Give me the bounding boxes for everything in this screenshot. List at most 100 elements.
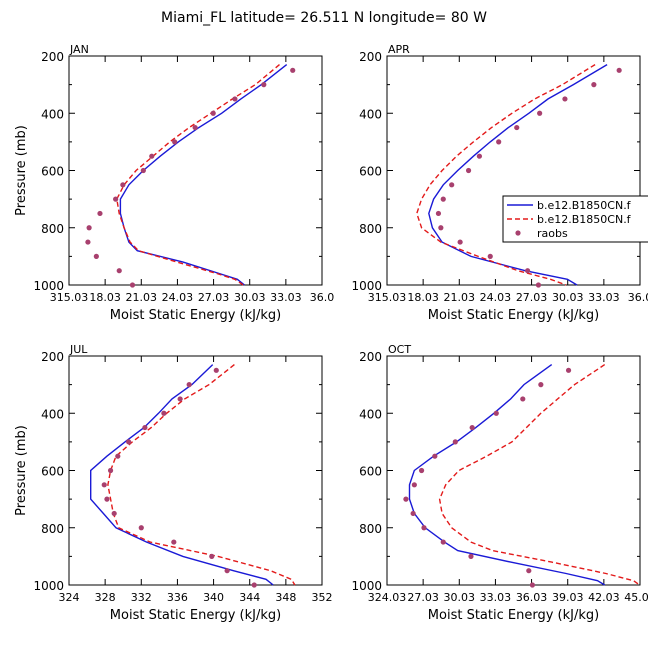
raobs-marker xyxy=(535,282,542,288)
raobs-marker xyxy=(562,96,568,102)
x-tick-label: 42.03 xyxy=(588,591,620,604)
raobs-marker xyxy=(261,82,267,88)
x-tick-label: 30.03 xyxy=(552,291,584,304)
x-tick-label: 27.03 xyxy=(198,291,230,304)
raobs-marker xyxy=(514,124,520,131)
panel-label: APR xyxy=(388,43,410,56)
raobs-marker xyxy=(177,396,183,402)
y-tick-label: 400 xyxy=(41,107,64,121)
raobs-marker xyxy=(140,167,146,174)
y-tick-label: 400 xyxy=(359,107,382,121)
y-tick-label: 600 xyxy=(41,165,64,179)
y-tick-label: 1000 xyxy=(33,579,64,593)
y-tick-label: 800 xyxy=(359,522,382,536)
raobs-marker xyxy=(440,196,446,202)
x-tick-label: 30.03 xyxy=(444,591,476,604)
raobs-marker xyxy=(172,139,178,145)
raobs-marker xyxy=(520,396,526,402)
raobs-marker xyxy=(496,139,502,145)
raobs-marker xyxy=(210,110,216,116)
x-tick-label: 352 xyxy=(312,591,333,604)
x-tick-label: 315.03 xyxy=(368,291,407,304)
x-tick-label: 30.03 xyxy=(234,291,266,304)
plot-frame xyxy=(386,55,641,286)
x-axis-title: Moist Static Energy (kJ/kg) xyxy=(110,608,281,623)
model-dashed-line xyxy=(438,364,641,586)
x-tick-label: 315.03 xyxy=(50,291,89,304)
model-solid-line xyxy=(428,63,608,286)
raobs-marker xyxy=(192,124,198,131)
raobs-marker xyxy=(251,582,257,588)
x-tick-label: 18.03 xyxy=(89,291,121,304)
legend-entry: raobs xyxy=(537,227,568,240)
raobs-marker xyxy=(224,568,230,574)
raobs-marker xyxy=(97,210,103,217)
raobs-marker xyxy=(290,67,296,73)
figure-title: Miami_FL latitude= 26.511 N longitude= 8… xyxy=(161,10,487,26)
raobs-marker xyxy=(213,367,219,373)
raobs-marker xyxy=(120,182,126,188)
legend-entry: b.e12.B1850CN.f xyxy=(537,213,632,226)
raobs-marker xyxy=(538,382,544,388)
x-tick-label: 24.03 xyxy=(480,291,512,304)
raobs-marker xyxy=(410,510,416,517)
y-tick-label: 400 xyxy=(41,407,64,421)
plot-frame xyxy=(386,355,641,586)
raobs-marker xyxy=(113,196,119,202)
x-tick-label: 21.03 xyxy=(126,291,158,304)
x-tick-label: 33.03 xyxy=(270,291,302,304)
raobs-marker xyxy=(115,453,121,459)
raobs-marker xyxy=(186,382,192,388)
y-tick-label: 200 xyxy=(41,50,64,64)
legend-entry: b.e12.B1850CN.f xyxy=(537,199,632,212)
x-tick-label: 27.03 xyxy=(516,291,548,304)
legend-marker xyxy=(515,230,521,236)
x-tick-label: 336 xyxy=(167,591,188,604)
x-tick-label: 18.03 xyxy=(407,291,439,304)
panel-label: OCT xyxy=(388,343,411,356)
x-tick-label: 340 xyxy=(203,591,224,604)
raobs-marker xyxy=(449,182,455,188)
y-tick-label: 1000 xyxy=(351,279,382,293)
x-tick-label: 45.03 xyxy=(624,591,648,604)
raobs-marker xyxy=(457,239,463,245)
raobs-marker xyxy=(452,439,458,445)
x-tick-label: 324.03 xyxy=(368,591,407,604)
y-axis-title: Pressure (mb) xyxy=(14,125,29,216)
raobs-marker xyxy=(142,424,148,431)
raobs-marker xyxy=(86,225,92,231)
raobs-marker xyxy=(93,253,99,259)
plot-frame xyxy=(68,55,323,286)
raobs-marker xyxy=(161,410,167,416)
y-tick-label: 1000 xyxy=(33,279,64,293)
x-tick-label: 27.03 xyxy=(407,591,439,604)
raobs-marker xyxy=(537,110,543,116)
x-tick-label: 33.03 xyxy=(480,591,512,604)
raobs-marker xyxy=(209,553,215,559)
raobs-marker xyxy=(403,496,409,502)
x-tick-label: 348 xyxy=(275,591,296,604)
model-solid-line xyxy=(90,364,274,586)
y-tick-label: 600 xyxy=(359,165,382,179)
raobs-marker xyxy=(440,539,446,545)
raobs-marker xyxy=(171,539,177,545)
model-dashed-line xyxy=(416,64,596,286)
y-tick-label: 800 xyxy=(359,222,382,236)
raobs-marker xyxy=(526,568,532,574)
model-solid-line xyxy=(119,64,288,286)
raobs-marker xyxy=(487,253,493,259)
x-axis-title: Moist Static Energy (kJ/kg) xyxy=(428,308,599,323)
raobs-marker xyxy=(591,82,597,88)
x-tick-label: 39.03 xyxy=(552,591,584,604)
y-tick-label: 1000 xyxy=(351,579,382,593)
raobs-marker xyxy=(411,482,417,488)
raobs-marker xyxy=(232,96,238,102)
x-tick-label: 328 xyxy=(95,591,116,604)
y-tick-label: 200 xyxy=(359,50,382,64)
plot-frame xyxy=(68,355,323,586)
raobs-marker xyxy=(421,525,427,531)
